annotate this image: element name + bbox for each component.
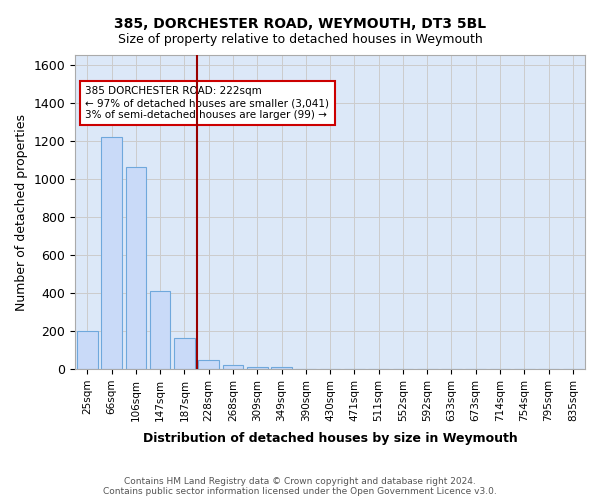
Bar bbox=[174, 338, 195, 369]
Y-axis label: Number of detached properties: Number of detached properties bbox=[15, 114, 28, 310]
Text: 385, DORCHESTER ROAD, WEYMOUTH, DT3 5BL: 385, DORCHESTER ROAD, WEYMOUTH, DT3 5BL bbox=[114, 18, 486, 32]
Bar bbox=[223, 365, 243, 369]
Bar bbox=[271, 367, 292, 369]
Bar bbox=[125, 168, 146, 369]
X-axis label: Distribution of detached houses by size in Weymouth: Distribution of detached houses by size … bbox=[143, 432, 517, 445]
Bar bbox=[247, 367, 268, 369]
Text: Size of property relative to detached houses in Weymouth: Size of property relative to detached ho… bbox=[118, 32, 482, 46]
Text: Contains public sector information licensed under the Open Government Licence v3: Contains public sector information licen… bbox=[103, 488, 497, 496]
Bar bbox=[77, 331, 98, 369]
Text: Contains HM Land Registry data © Crown copyright and database right 2024.: Contains HM Land Registry data © Crown c… bbox=[124, 478, 476, 486]
Bar bbox=[101, 137, 122, 369]
Bar bbox=[150, 291, 170, 369]
Bar bbox=[199, 360, 219, 369]
Text: 385 DORCHESTER ROAD: 222sqm
← 97% of detached houses are smaller (3,041)
3% of s: 385 DORCHESTER ROAD: 222sqm ← 97% of det… bbox=[85, 86, 329, 120]
